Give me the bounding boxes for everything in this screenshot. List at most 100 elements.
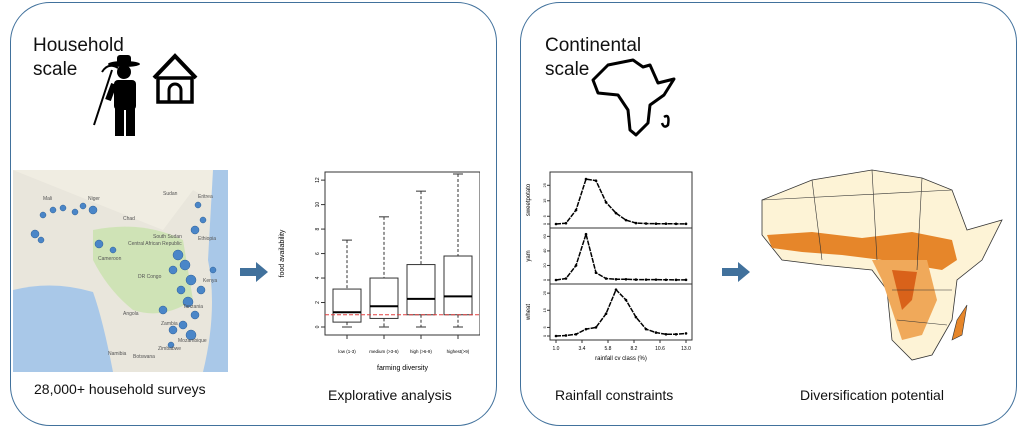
data-point: [554, 334, 558, 338]
box: [332, 288, 362, 323]
continental-title-line1: Continental: [545, 35, 642, 56]
x-axis-label: rainfall cv class (%): [595, 356, 647, 362]
y-tick-label: 10: [315, 202, 321, 208]
diversification-potential-map: [761, 169, 1003, 361]
series-label: wheat: [526, 304, 532, 321]
data-point: [614, 277, 618, 281]
data-point: [624, 277, 628, 281]
continental-title-line2: scale: [545, 59, 590, 80]
data-point: [614, 211, 618, 215]
y-tick-label: 5: [542, 326, 547, 329]
arrow-right-icon: [722, 262, 750, 282]
map-label: Tanzania: [183, 304, 203, 310]
x-tick-label: high (>6-9): [410, 349, 432, 354]
household-title: Household scale: [33, 34, 124, 82]
y-tick-label: 6: [315, 252, 321, 255]
y-tick-label: 4: [315, 276, 321, 279]
x-tick-label: low (1-3): [338, 349, 356, 354]
map-label: Zambia: [161, 321, 178, 327]
series-label: sweetpotato: [526, 183, 532, 216]
series-line: [555, 288, 687, 337]
data-point: [594, 271, 598, 275]
data-point: [664, 278, 668, 282]
y-tick-label: 2: [315, 301, 321, 304]
data-point: [684, 278, 688, 282]
y-tick-label: 12: [315, 177, 321, 183]
map-label: Angola: [123, 311, 139, 317]
household-surveys-caption: 28,000+ household surveys: [34, 381, 206, 397]
data-point: [674, 332, 678, 336]
x-tick-label: 5.8: [605, 346, 612, 352]
map-label: Zimbabwe: [158, 346, 181, 352]
panel-frame: [549, 227, 693, 285]
data-point: [644, 278, 648, 281]
rainfall-constraints-caption: Rainfall constraints: [555, 387, 674, 403]
data-point: [574, 264, 578, 267]
map-label: Niger: [88, 196, 100, 202]
y-tick-label: 5: [542, 214, 547, 217]
x-tick-label: 13.0: [681, 346, 691, 352]
arrow-right-icon: [240, 262, 268, 282]
map-label: Chad: [123, 216, 135, 222]
data-point: [574, 208, 578, 212]
data-point: [654, 331, 658, 334]
map-label: Eritrea: [198, 194, 213, 200]
data-point: [654, 278, 658, 281]
y-tick-label: 0: [542, 334, 547, 337]
data-point: [644, 327, 648, 331]
data-point: [684, 332, 688, 335]
data-point: [594, 326, 598, 329]
data-point: [624, 298, 628, 302]
box: [443, 255, 473, 316]
series-label: yam: [526, 250, 532, 261]
series-line: [555, 178, 686, 225]
map-label: Kenya: [203, 278, 217, 284]
map-label: DR Congo: [138, 274, 162, 280]
farmer-icon: [93, 55, 140, 136]
x-axis-label: farming diversity: [377, 365, 428, 372]
data-point: [604, 277, 608, 280]
map-label: South Sudan: [153, 234, 182, 240]
data-point: [644, 222, 648, 225]
data-point: [684, 222, 688, 226]
data-point: [624, 218, 628, 222]
x-tick-label: 1.0: [553, 346, 560, 352]
y-tick-label: 0: [542, 278, 547, 281]
household-scale-panel: [10, 2, 497, 426]
map-label: Mozambique: [178, 338, 207, 344]
diversification-potential-caption: Diversification potential: [800, 387, 944, 403]
y-tick-label: 60: [542, 233, 547, 238]
map-label: Mali: [43, 196, 52, 202]
map-label: Botswana: [133, 354, 155, 360]
y-axis-label: food availability: [279, 229, 286, 277]
household-survey-map: Mali Niger Chad Sudan Eritrea Central Af…: [13, 170, 228, 372]
map-label: Namibia: [108, 351, 127, 357]
y-tick-label: 25: [542, 182, 547, 187]
africa-outline-icon: [591, 58, 676, 137]
rainfall-cv-line-plots: sweetpotato 0 5 15 25 yam 0 20 40 60 wheat 0 5 15 25 1.…: [526, 171, 693, 362]
y-tick-label: 25: [542, 290, 547, 295]
data-point: [584, 177, 588, 181]
data-point: [594, 179, 598, 182]
x-tick-label: 10.6: [655, 346, 665, 352]
data-point: [674, 278, 678, 282]
y-tick-label: 0: [542, 222, 547, 225]
household-title-line1: Household: [33, 35, 124, 56]
data-point: [564, 334, 568, 337]
y-tick-label: 15: [542, 198, 547, 203]
data-point: [664, 332, 668, 336]
continental-scale-panel: [520, 2, 1017, 426]
hut-icon: [152, 53, 198, 104]
y-tick-label: 15: [542, 307, 547, 312]
x-tick-label: highest(>9): [447, 349, 470, 354]
x-tick-label: 8.2: [631, 346, 638, 352]
data-point: [614, 288, 618, 292]
data-point: [604, 312, 608, 316]
data-point: [674, 222, 678, 226]
data-point: [634, 315, 638, 319]
data-point: [564, 277, 568, 280]
panel-frame: [549, 171, 693, 229]
data-point: [584, 232, 588, 236]
y-tick-label: 40: [542, 248, 547, 253]
box: [406, 264, 436, 316]
